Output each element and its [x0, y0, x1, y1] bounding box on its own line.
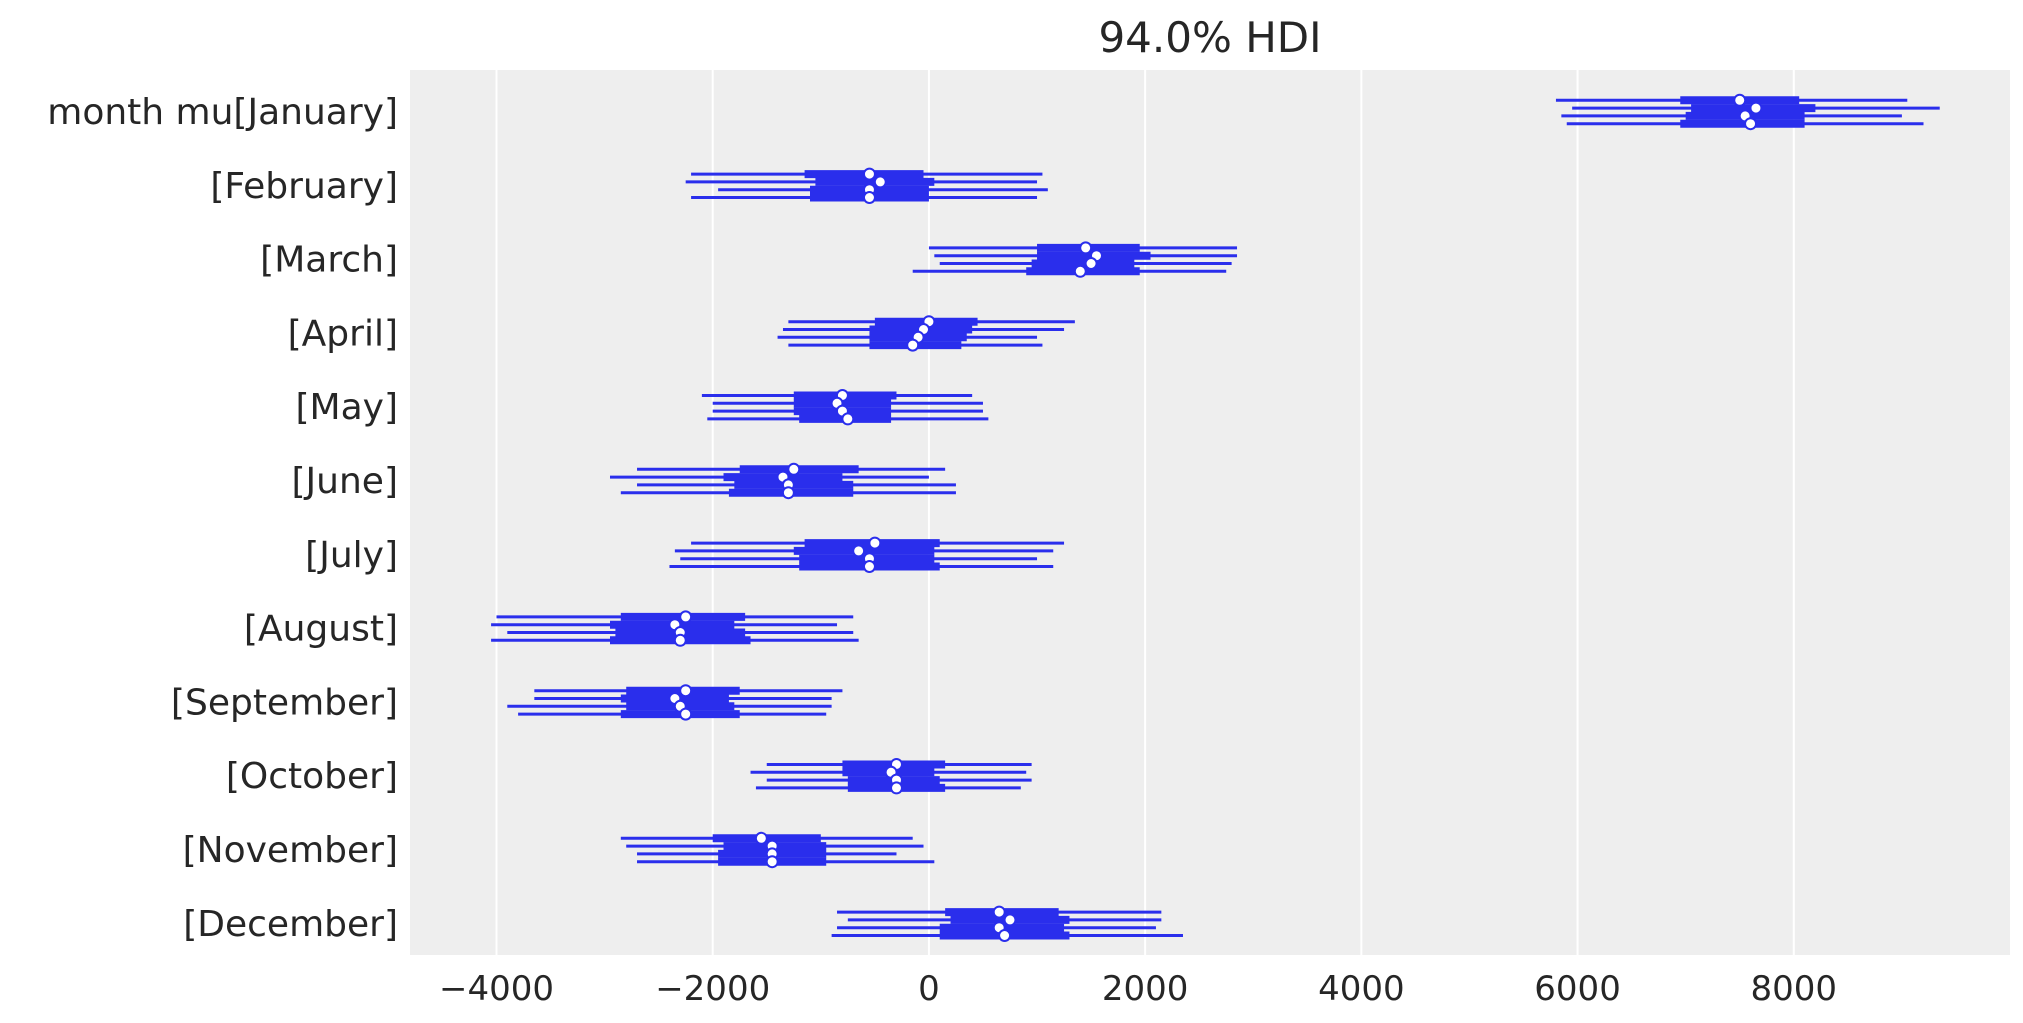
row-label: [July]	[305, 535, 398, 576]
median-point	[852, 544, 866, 558]
row-label: month mu[January]	[47, 92, 398, 133]
row-label: [April]	[288, 313, 398, 354]
row-label: [November]	[183, 830, 398, 871]
x-tick-label: −2000	[655, 969, 770, 1009]
row-label: [October]	[226, 756, 398, 797]
row-marks	[491, 610, 859, 647]
median-point	[754, 831, 768, 845]
row-label: [March]	[260, 240, 398, 281]
median-point	[868, 536, 882, 550]
grid-lines	[495, 70, 1795, 955]
median-point	[873, 175, 887, 189]
row-label: [May]	[295, 387, 398, 428]
chart-title: 94.0% HDI	[1098, 13, 1321, 62]
median-point	[765, 855, 779, 869]
median-point	[1003, 913, 1017, 927]
median-point	[998, 929, 1012, 942]
row-marks	[1555, 93, 1940, 131]
median-point	[673, 633, 687, 647]
median-point	[1079, 241, 1093, 255]
median-point	[1744, 117, 1758, 131]
median-point	[862, 191, 876, 204]
row-marks	[750, 758, 1032, 795]
row-label: [February]	[210, 166, 398, 207]
median-point	[1073, 264, 1087, 278]
row-marks	[777, 315, 1075, 352]
x-tick-label: 2000	[1102, 969, 1189, 1009]
median-point	[679, 707, 693, 721]
plot-panel	[410, 70, 2010, 955]
median-point	[906, 338, 920, 352]
median-point	[889, 781, 903, 795]
row-marks	[669, 536, 1065, 573]
row-label: [September]	[171, 682, 398, 723]
x-tick-label: −4000	[439, 969, 554, 1009]
row-marks	[507, 684, 843, 721]
row-marks	[685, 167, 1048, 204]
x-tick-label: 4000	[1318, 969, 1405, 1009]
median-point	[1084, 257, 1098, 270]
x-tick-label: 0	[918, 969, 940, 1009]
row-marks	[620, 831, 935, 869]
row-label: [December]	[183, 904, 398, 945]
median-point	[841, 412, 855, 426]
median-point	[679, 610, 693, 624]
median-point	[862, 560, 876, 573]
median-point	[787, 462, 801, 476]
row-marks	[610, 462, 956, 500]
x-tick-label: 8000	[1751, 969, 1838, 1009]
row-labels: month mu[January] [February] [March] [April…	[47, 92, 398, 945]
median-point	[679, 684, 693, 698]
interval-marks	[491, 93, 1940, 942]
row-label: [June]	[292, 461, 399, 502]
median-point	[862, 167, 876, 181]
row-marks	[701, 389, 989, 426]
x-tick-label: 6000	[1534, 969, 1621, 1009]
row-marks	[912, 241, 1238, 278]
x-axis-ticks: −4000 −2000 0 2000 4000 6000 8000	[439, 969, 1837, 1009]
median-point	[992, 905, 1006, 919]
row-label: [August]	[244, 609, 398, 650]
row-marks	[831, 905, 1183, 942]
median-point	[781, 486, 795, 500]
median-point	[1733, 93, 1747, 107]
median-point	[1749, 101, 1763, 115]
